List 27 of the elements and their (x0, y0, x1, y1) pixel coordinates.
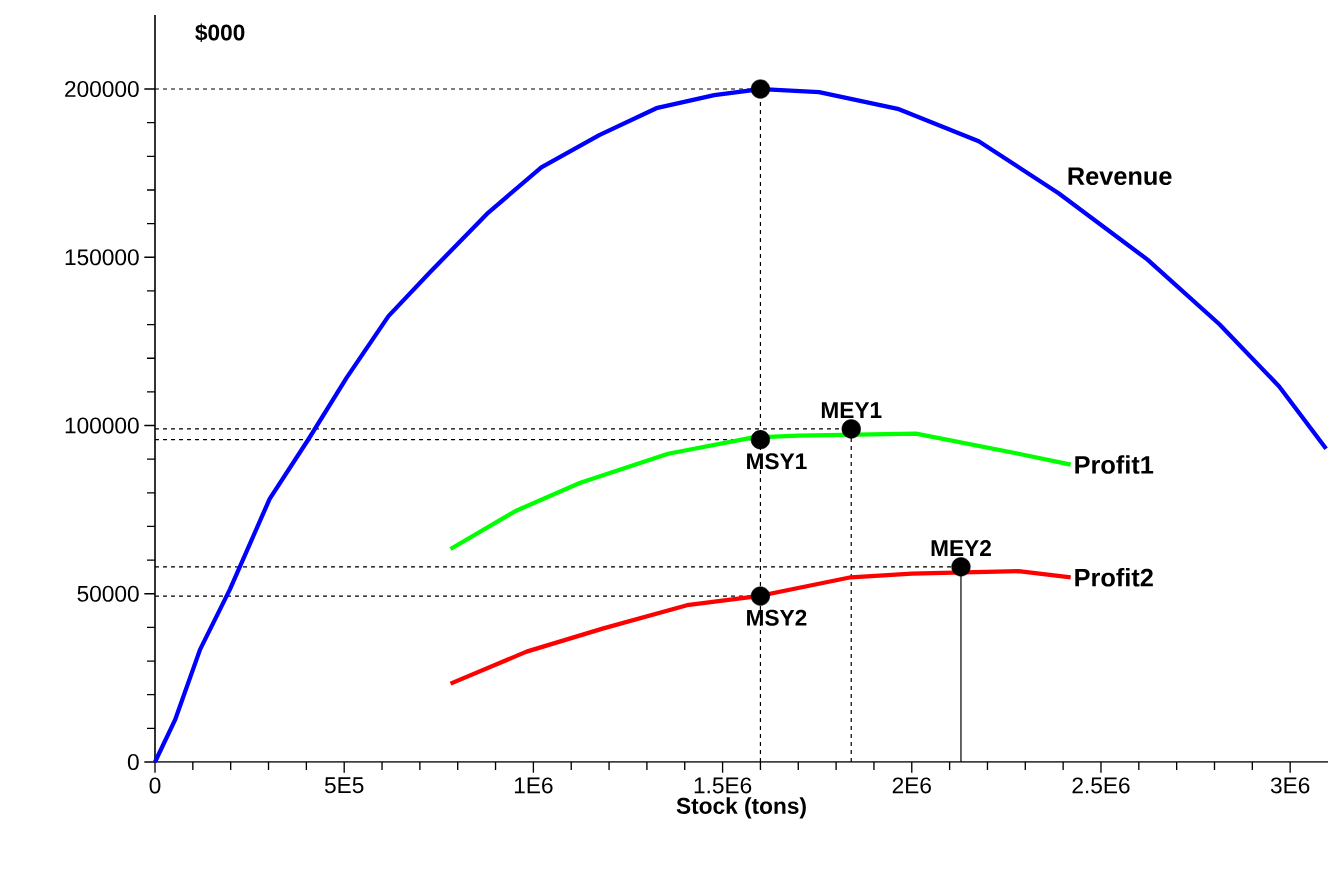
point (750, 586, 771, 606)
annotation: MEY1 (821, 402, 882, 418)
point (750, 79, 771, 99)
x-tick-label: 3E6 (1270, 777, 1310, 794)
point (841, 419, 861, 439)
series-label: Revenue (1068, 167, 1172, 186)
y-tick-label: 0 (127, 753, 139, 771)
y-tick-label: 100000 (65, 417, 139, 434)
series-label: Profit2 (1075, 567, 1153, 587)
y-axis-title: $000 (195, 23, 245, 42)
annotation: MEY2 (931, 540, 991, 556)
x-tick-label: 1E6 (514, 777, 553, 794)
x-tick-label: 2E6 (892, 777, 931, 794)
point (750, 430, 771, 450)
x-tick-label: 0 (149, 777, 161, 794)
x-axis-title: Stock (tons) (676, 797, 806, 819)
x-tick-label: 1.5E6 (694, 777, 752, 794)
annotation: MSY2 (747, 609, 807, 626)
y-tick-label: 200000 (65, 80, 139, 98)
point (951, 557, 971, 577)
line-series (448, 569, 1073, 686)
y-tick-label: 150000 (65, 249, 139, 266)
x-tick-label: 5E5 (324, 777, 364, 794)
y-tick-label: 50000 (77, 585, 139, 602)
series-label: Profit1 (1075, 455, 1154, 474)
x-tick-label: 2.5E6 (1072, 777, 1130, 794)
annotation: MSY1 (747, 453, 807, 470)
